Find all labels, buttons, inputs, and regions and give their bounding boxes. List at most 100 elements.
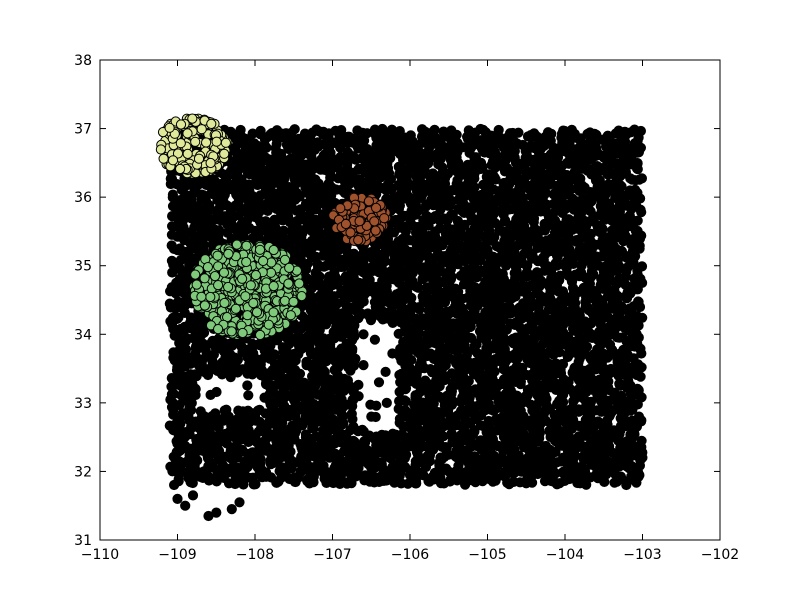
data-point <box>255 125 266 136</box>
data-point <box>615 471 627 482</box>
data-point <box>269 349 280 360</box>
data-point <box>242 405 254 416</box>
data-point <box>167 189 178 200</box>
data-point <box>602 312 614 323</box>
data-point <box>173 202 184 213</box>
data-point <box>213 225 225 236</box>
data-point <box>277 154 288 165</box>
data-point <box>581 341 593 352</box>
data-point <box>349 436 360 447</box>
data-point <box>475 157 487 168</box>
data-point <box>342 375 353 386</box>
data-point <box>254 416 265 427</box>
data-point <box>369 334 380 345</box>
data-point <box>469 133 480 144</box>
data-point <box>445 430 457 441</box>
data-point <box>568 414 579 425</box>
data-point <box>207 356 218 367</box>
data-point <box>353 391 364 402</box>
data-point <box>400 405 411 416</box>
data-point <box>278 225 289 236</box>
data-point <box>318 365 329 376</box>
data-point <box>259 441 270 452</box>
data-point <box>336 254 347 265</box>
data-point <box>358 440 369 451</box>
data-point <box>594 175 605 186</box>
data-point <box>237 444 248 455</box>
data-point <box>429 124 440 135</box>
data-point <box>442 354 453 365</box>
data-point <box>329 462 340 473</box>
data-point <box>248 348 259 359</box>
data-point <box>347 346 358 357</box>
data-point <box>243 390 254 401</box>
data-point <box>242 380 253 391</box>
data-point <box>236 174 247 185</box>
data-point <box>195 406 206 417</box>
data-point <box>558 288 569 299</box>
data-point <box>487 139 498 150</box>
data-point <box>446 389 457 400</box>
data-point <box>181 246 192 257</box>
data-point <box>180 344 192 355</box>
data-point <box>470 282 481 293</box>
data-point <box>211 386 222 398</box>
data-point <box>210 408 221 419</box>
data-point <box>204 200 215 211</box>
data-point <box>191 371 202 382</box>
data-point <box>207 462 218 473</box>
data-point <box>196 189 207 200</box>
data-point <box>550 220 561 231</box>
data-point <box>353 461 364 472</box>
data-point <box>399 395 410 406</box>
data-point <box>166 173 178 185</box>
data-point <box>362 144 373 155</box>
data-point <box>428 444 439 455</box>
data-point <box>401 449 412 460</box>
data-point <box>405 130 416 141</box>
data-point <box>330 448 341 459</box>
data-point <box>584 328 596 339</box>
data-point <box>308 252 319 263</box>
data-point <box>380 366 391 377</box>
data-point <box>377 123 388 135</box>
data-point <box>312 137 323 148</box>
data-points <box>155 113 648 522</box>
data-point <box>435 430 447 441</box>
data-point <box>527 477 538 488</box>
data-point <box>175 418 186 430</box>
data-point <box>255 453 266 464</box>
data-point <box>283 214 294 226</box>
data-point <box>406 354 417 366</box>
data-point <box>353 379 364 390</box>
data-point <box>505 128 516 139</box>
data-point <box>451 129 462 140</box>
data-point <box>614 396 625 407</box>
data-point <box>400 462 411 473</box>
data-point <box>277 464 288 475</box>
data-point <box>521 395 532 406</box>
data-point <box>314 271 325 282</box>
data-point <box>493 124 504 136</box>
data-point <box>590 142 602 153</box>
data-point <box>410 476 422 487</box>
data-point <box>249 138 260 149</box>
data-point <box>192 455 203 466</box>
data-point <box>371 400 382 411</box>
data-point <box>178 222 189 233</box>
data-point <box>364 274 375 285</box>
data-point <box>405 292 416 303</box>
data-point <box>323 433 334 445</box>
data-point <box>539 198 551 210</box>
data-point <box>197 338 209 349</box>
data-point <box>189 383 200 394</box>
data-point <box>515 405 526 416</box>
data-point <box>575 173 586 184</box>
data-point <box>608 240 619 251</box>
data-point <box>166 389 177 400</box>
data-point <box>597 223 608 234</box>
data-point <box>313 178 324 189</box>
data-point <box>208 174 219 185</box>
data-point <box>604 339 616 350</box>
